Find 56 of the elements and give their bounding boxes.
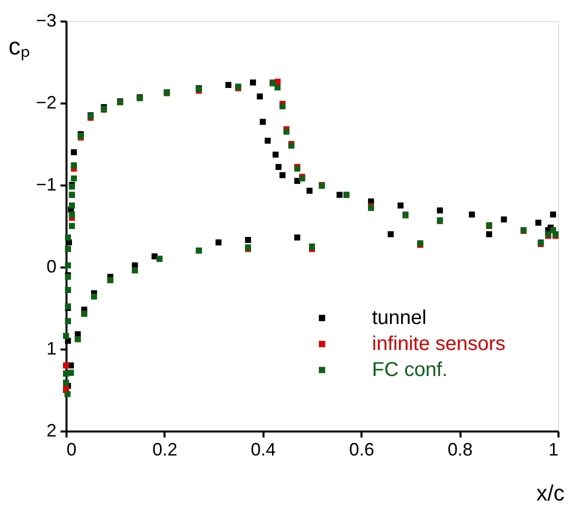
x-tick-label: 0.4	[250, 440, 276, 460]
x-tick-label: 0	[66, 440, 77, 460]
y-tick-label: −1	[36, 174, 56, 194]
point	[64, 391, 70, 398]
y-tick-label: 1	[46, 338, 56, 358]
point	[216, 239, 222, 246]
point	[272, 152, 279, 158]
point	[388, 231, 394, 238]
point	[70, 162, 77, 168]
point	[306, 188, 313, 194]
y-tick-label: 2	[46, 420, 56, 440]
x-tick-label: 0.2	[152, 440, 178, 460]
point	[279, 172, 286, 178]
point	[68, 202, 75, 208]
point	[245, 236, 252, 243]
point	[276, 164, 282, 170]
x-tick-label: 1	[548, 440, 558, 460]
y-tick-label: 0	[46, 256, 56, 276]
point	[486, 231, 492, 238]
point	[535, 220, 542, 226]
y-tick-label: −3	[36, 10, 56, 30]
point	[63, 362, 69, 368]
point	[250, 80, 256, 86]
point	[500, 216, 507, 222]
point	[70, 149, 77, 156]
point	[550, 212, 556, 218]
point	[63, 332, 69, 339]
legend-label: infinite sensors	[372, 333, 506, 355]
point	[436, 207, 443, 214]
point	[279, 103, 286, 110]
point	[70, 175, 77, 182]
x-tick-label: 0.8	[448, 440, 473, 460]
point	[398, 202, 404, 208]
point	[294, 178, 300, 184]
point	[64, 262, 71, 268]
point	[256, 93, 263, 100]
legend-label: FC conf.	[372, 359, 448, 381]
point	[294, 234, 300, 240]
point	[225, 82, 232, 88]
x-tick-label: 0.6	[349, 440, 374, 460]
point	[264, 138, 271, 144]
point	[309, 244, 315, 250]
point	[260, 118, 266, 125]
point	[336, 192, 343, 198]
point	[68, 212, 75, 218]
point	[152, 253, 158, 260]
legend-label: tunnel	[372, 307, 426, 329]
y-axis-title: cₚ	[8, 34, 30, 60]
point	[283, 128, 290, 135]
point	[274, 84, 281, 90]
point	[64, 234, 71, 240]
point	[63, 380, 69, 386]
point	[68, 223, 75, 229]
y-tick-label: −2	[36, 92, 56, 112]
x-axis-title: x/c	[536, 480, 564, 506]
point	[468, 212, 475, 218]
